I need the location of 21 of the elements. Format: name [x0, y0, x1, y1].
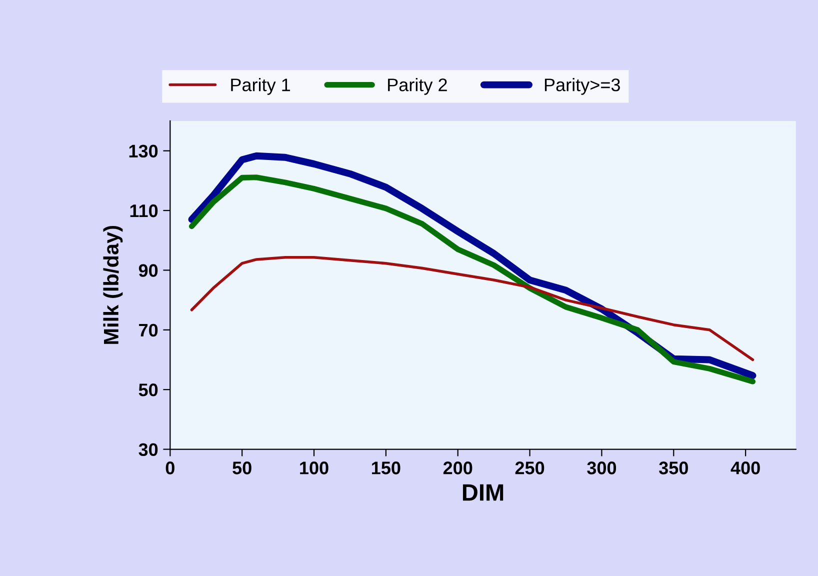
y-tick-label: 70 — [139, 324, 158, 337]
legend-label: Parity 2 — [388, 78, 447, 95]
x-tick-label: 100 — [300, 462, 328, 474]
x-tick-label: 0 — [166, 462, 174, 474]
y-tick-label: 50 — [138, 384, 158, 396]
x-tick-label: 250 — [515, 462, 544, 474]
y-tick-label: 110 — [130, 204, 158, 218]
x-tick-label: 50 — [232, 462, 252, 474]
legend-label: Parity 1 — [231, 78, 290, 95]
y-tick-label: 90 — [138, 264, 158, 277]
x-tick-label: 300 — [587, 462, 616, 474]
x-tick-label: 400 — [730, 462, 760, 474]
y-axis-title: Milk (lb/day) — [103, 226, 123, 344]
x-tick-label: 350 — [658, 462, 688, 474]
legend-label: Parity>=3 — [544, 78, 620, 95]
x-tick-label: 150 — [372, 462, 400, 474]
line-series — [190, 256, 754, 362]
x-tick-label: 200 — [443, 462, 472, 474]
x-axis-title: DIM — [462, 484, 504, 501]
y-tick-label: 30 — [138, 443, 158, 456]
y-tick-label: 130 — [129, 144, 158, 158]
